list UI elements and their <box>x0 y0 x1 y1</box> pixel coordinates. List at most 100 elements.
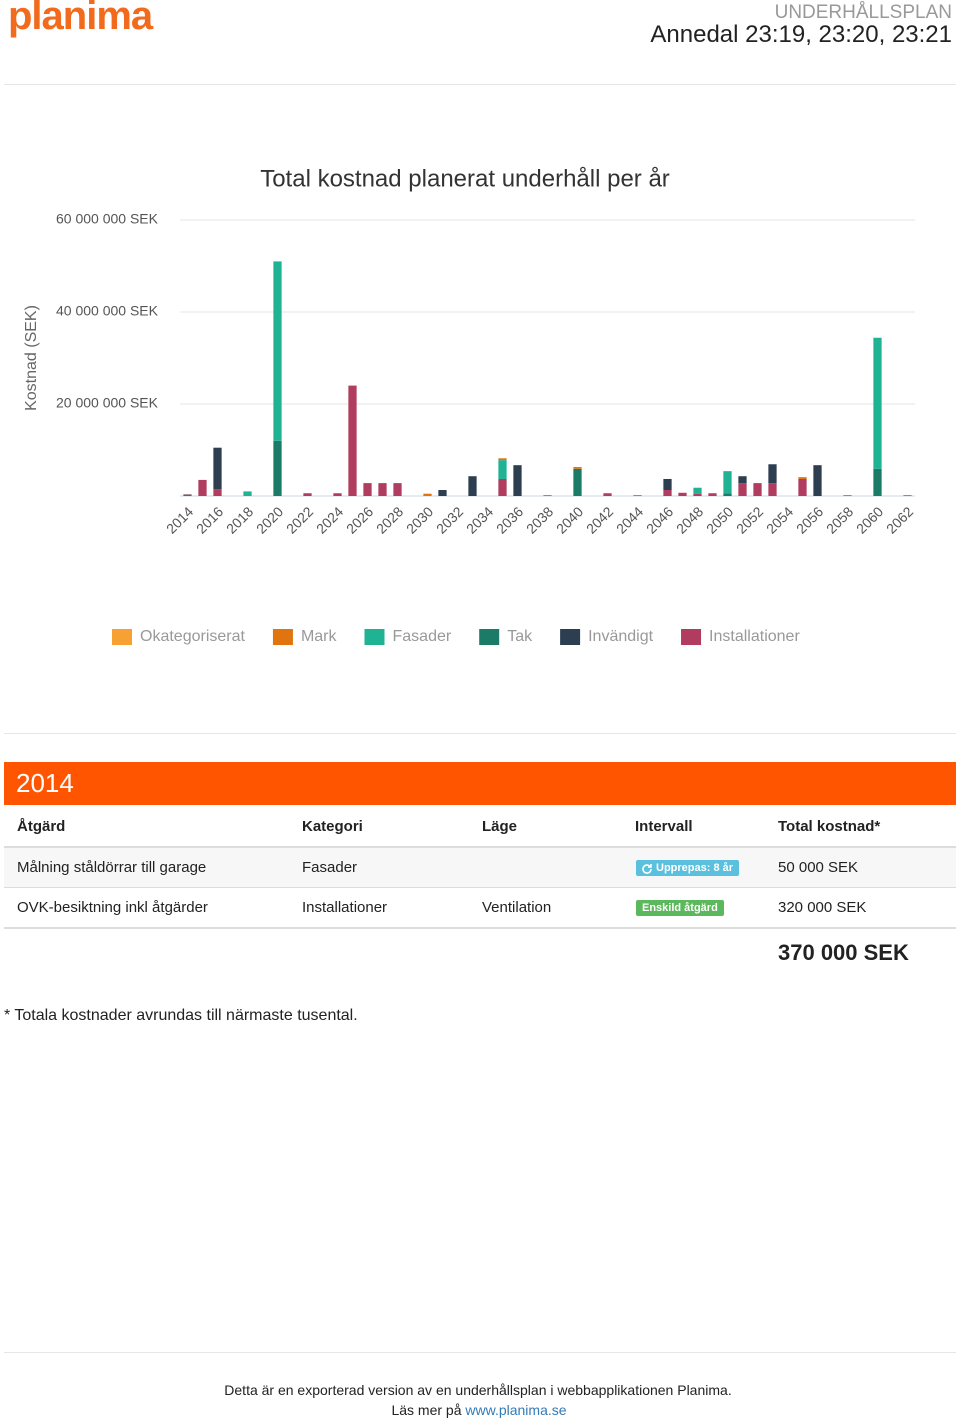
x-tick-label: 2046 <box>643 503 676 536</box>
chart-title: Total kostnad planerat underhåll per år <box>260 165 670 192</box>
column-header: Läge <box>482 818 518 835</box>
legend-swatch <box>272 629 293 645</box>
legend-label: Installationer <box>709 628 800 645</box>
bar-segment <box>378 483 387 496</box>
legend-label: Okategoriserat <box>140 628 245 645</box>
x-tick-label: 2036 <box>493 503 526 536</box>
table-rule <box>4 927 956 929</box>
x-tick-label: 2062 <box>883 503 916 536</box>
bar-segment <box>663 478 672 491</box>
bar-segment <box>363 483 372 496</box>
table-rule <box>4 846 956 848</box>
bar-segment <box>903 495 912 496</box>
x-tick-label: 2058 <box>823 503 856 536</box>
bar-segment <box>498 478 507 496</box>
bar-segment <box>798 478 807 496</box>
logo: planima <box>8 0 153 38</box>
section-total: 370 000 SEK <box>778 940 909 965</box>
x-tick-label: 2052 <box>733 503 766 536</box>
column-header: Total kostnad* <box>778 818 881 835</box>
bar-segment <box>198 479 207 496</box>
bar-segment <box>348 385 357 496</box>
x-tick-label: 2056 <box>793 503 826 536</box>
x-tick-label: 2054 <box>763 503 796 536</box>
x-tick-label: 2022 <box>283 503 316 536</box>
bar-segment <box>723 471 732 494</box>
bar-segment <box>693 493 702 496</box>
legend-swatch <box>479 629 500 645</box>
cell: Målning ståldörrar till garage <box>17 859 207 876</box>
y-tick-label: 20 000 000 SEK <box>56 395 159 411</box>
legend-swatch <box>112 629 132 645</box>
legend-swatch <box>681 629 702 645</box>
footnote: * Totala kostnader avrundas till närmast… <box>4 1007 358 1024</box>
bar-segment <box>753 483 762 496</box>
bar-segment <box>513 465 522 496</box>
legend-swatch <box>364 629 385 645</box>
divider <box>4 84 956 85</box>
footer-text: Detta är en exporterad version av en und… <box>224 1382 732 1398</box>
table-rule <box>4 887 956 888</box>
doc-title: Annedal 23:19, 23:20, 23:21 <box>650 21 952 48</box>
x-tick-label: 2014 <box>163 503 196 536</box>
bar-segment <box>678 492 687 496</box>
bar-segment <box>183 494 192 496</box>
bar-segment <box>303 493 312 496</box>
divider <box>4 1352 956 1353</box>
section-bar <box>4 762 956 805</box>
divider <box>4 733 956 734</box>
interval-badge: Enskild åtgärd <box>636 900 724 916</box>
bar-segment <box>603 493 612 496</box>
cell: Fasader <box>302 859 358 876</box>
x-tick-label: 2020 <box>253 503 286 536</box>
x-tick-label: 2024 <box>313 503 346 536</box>
x-tick-label: 2050 <box>703 503 736 536</box>
bar-segment <box>573 468 582 496</box>
column-header: Åtgärd <box>17 818 66 835</box>
footer-link[interactable]: www.planima.se <box>465 1402 567 1418</box>
bar-segment <box>573 467 582 469</box>
bar-segment <box>813 465 822 496</box>
cell: OVK-besiktning inkl åtgärder <box>17 899 208 916</box>
x-tick-label: 2042 <box>583 503 616 536</box>
column-header: Kategori <box>302 818 363 835</box>
legend-label: Mark <box>301 628 338 645</box>
bar-segment <box>273 440 282 496</box>
bar-segment <box>738 476 747 484</box>
y-tick-label: 40 000 000 SEK <box>56 303 159 319</box>
legend-label: Tak <box>507 628 533 645</box>
bar-segment <box>873 337 882 469</box>
footer-more: Läs mer på www.planima.se <box>0 1402 958 1418</box>
bar-segment <box>738 483 747 496</box>
column-header: Intervall <box>635 818 693 835</box>
y-tick-label: 60 000 000 SEK <box>56 211 159 227</box>
bar-segment <box>498 460 507 479</box>
x-tick-label: 2048 <box>673 503 706 536</box>
bar-segment <box>633 495 642 496</box>
bar-segment <box>693 487 702 494</box>
x-tick-label: 2044 <box>613 503 646 536</box>
footer-more-text: Läs mer på <box>391 1402 462 1418</box>
bar-segment <box>423 493 432 496</box>
bar-segment <box>333 493 342 496</box>
x-tick-label: 2030 <box>403 503 436 536</box>
bar-segment <box>873 468 882 496</box>
x-tick-label: 2060 <box>853 503 886 536</box>
legend-label: Invändigt <box>588 628 653 645</box>
y-axis-label: Kostnad (SEK) <box>23 305 40 411</box>
x-tick-label: 2040 <box>553 503 586 536</box>
x-tick-label: 2028 <box>373 503 406 536</box>
bar-segment <box>213 447 222 490</box>
interval-badge: Upprepas: 8 år <box>636 860 740 876</box>
legend-label: Fasader <box>393 628 452 645</box>
bar-segment <box>663 490 672 496</box>
bar-segment <box>543 495 552 496</box>
x-tick-label: 2026 <box>343 503 376 536</box>
badge-text: Upprepas: 8 år <box>656 862 734 874</box>
bar-segment <box>708 493 717 496</box>
bar-segment <box>723 493 732 496</box>
x-tick-label: 2018 <box>223 503 256 536</box>
cell: 50 000 SEK <box>778 859 859 876</box>
bar-segment <box>843 495 852 496</box>
